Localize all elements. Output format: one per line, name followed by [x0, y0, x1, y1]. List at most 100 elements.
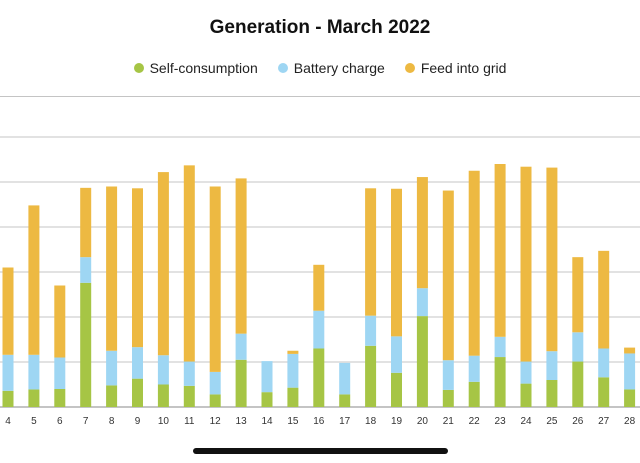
bar-segment-self-consumption[interactable]: [80, 282, 92, 407]
legend-item-self-consumption: Self-consumption: [133, 60, 258, 76]
bar-segment-battery-charge[interactable]: [598, 348, 610, 378]
bar-segment-self-consumption[interactable]: [339, 394, 351, 407]
bar-segment-self-consumption[interactable]: [442, 389, 454, 407]
bar-segment-feed-into-grid[interactable]: [365, 188, 377, 316]
bar-segment-self-consumption[interactable]: [261, 392, 273, 407]
bar-segment-feed-into-grid[interactable]: [80, 187, 92, 258]
bar-segment-self-consumption[interactable]: [287, 387, 299, 407]
bar-segment-battery-charge[interactable]: [442, 360, 454, 390]
bar-segment-feed-into-grid[interactable]: [209, 186, 221, 372]
bar-segment-battery-charge[interactable]: [157, 355, 169, 385]
bar-segment-battery-charge[interactable]: [132, 347, 143, 379]
x-tick-label: 8: [109, 416, 115, 427]
bar-segment-feed-into-grid[interactable]: [28, 205, 40, 355]
chart-legend: Self-consumption Battery charge Feed int…: [0, 60, 640, 76]
x-tick-label: 5: [31, 416, 37, 427]
bar-segment-battery-charge[interactable]: [624, 353, 636, 390]
bar-segment-feed-into-grid[interactable]: [494, 164, 506, 337]
x-tick-label: 21: [443, 416, 455, 427]
bar-segment-self-consumption[interactable]: [183, 385, 195, 407]
bar-segment-self-consumption[interactable]: [209, 394, 221, 407]
bar-segment-self-consumption[interactable]: [313, 348, 325, 408]
x-tick-label: 11: [184, 416, 195, 427]
bar-segment-self-consumption[interactable]: [157, 384, 169, 408]
bar-segment-battery-charge[interactable]: [80, 257, 92, 283]
bar-segment-self-consumption[interactable]: [416, 316, 428, 407]
legend-label-self-consumption: Self-consumption: [149, 60, 258, 76]
bar-segment-self-consumption[interactable]: [520, 383, 532, 407]
x-tick-label: 27: [598, 416, 610, 427]
bar-segment-battery-charge[interactable]: [313, 310, 325, 349]
bar-segment-battery-charge[interactable]: [416, 288, 428, 317]
chart-title: Generation - March 2022: [209, 17, 431, 38]
bar-segment-self-consumption[interactable]: [132, 378, 143, 407]
x-tick-label: 18: [365, 416, 377, 427]
bar-segment-self-consumption[interactable]: [598, 377, 610, 407]
bar-segment-battery-charge[interactable]: [235, 333, 247, 360]
bar-segment-feed-into-grid[interactable]: [598, 250, 610, 349]
bar-segment-battery-charge[interactable]: [183, 361, 195, 386]
bar-segment-feed-into-grid[interactable]: [468, 170, 480, 356]
bar-segment-feed-into-grid[interactable]: [572, 257, 584, 333]
bar-segment-battery-charge[interactable]: [54, 357, 66, 390]
x-tick-label: 7: [83, 416, 89, 427]
bar-segment-feed-into-grid[interactable]: [313, 264, 325, 311]
bar-segment-feed-into-grid[interactable]: [132, 188, 143, 348]
bar-segment-battery-charge[interactable]: [287, 353, 299, 388]
bar-segment-battery-charge[interactable]: [2, 354, 14, 391]
x-tick-label: 9: [135, 416, 141, 427]
legend-label-battery-charge: Battery charge: [293, 60, 385, 76]
bar-segment-self-consumption[interactable]: [54, 389, 66, 407]
bar-segment-feed-into-grid[interactable]: [416, 177, 428, 289]
bar-segment-self-consumption[interactable]: [494, 357, 506, 407]
home-indicator[interactable]: [193, 448, 448, 454]
bar-segment-feed-into-grid[interactable]: [2, 267, 14, 355]
bar-segment-feed-into-grid[interactable]: [106, 186, 118, 351]
bar-segment-battery-charge[interactable]: [261, 361, 273, 393]
bar-segment-battery-charge[interactable]: [520, 361, 532, 384]
bar-segment-battery-charge[interactable]: [468, 355, 480, 382]
x-tick-label: 23: [495, 416, 507, 427]
bar-segment-self-consumption[interactable]: [468, 381, 480, 407]
bar-segment-battery-charge[interactable]: [339, 362, 351, 395]
legend-swatch-self-consumption: [133, 63, 144, 73]
bar-segment-feed-into-grid[interactable]: [157, 172, 169, 356]
bar-segment-self-consumption[interactable]: [391, 372, 402, 407]
bar-segment-self-consumption[interactable]: [546, 380, 558, 407]
bar-segment-feed-into-grid[interactable]: [520, 166, 532, 362]
x-tick-label: 10: [158, 416, 170, 427]
bar-segment-feed-into-grid[interactable]: [235, 178, 247, 334]
bar-segment-battery-charge[interactable]: [365, 315, 377, 346]
bar-segment-self-consumption[interactable]: [365, 345, 377, 407]
bar-segment-feed-into-grid[interactable]: [183, 165, 195, 362]
bar-segment-feed-into-grid[interactable]: [442, 190, 454, 361]
bar-segment-feed-into-grid[interactable]: [287, 350, 299, 354]
bar-segment-feed-into-grid[interactable]: [391, 188, 402, 337]
x-tick-label: 26: [572, 416, 584, 427]
bar-segment-feed-into-grid[interactable]: [624, 347, 636, 354]
bar-segment-self-consumption[interactable]: [235, 359, 247, 407]
bar-segment-self-consumption[interactable]: [28, 389, 40, 407]
bar-segment-self-consumption[interactable]: [106, 385, 118, 407]
bar-segment-battery-charge[interactable]: [106, 350, 118, 386]
bar-segment-battery-charge[interactable]: [209, 371, 221, 395]
x-tick-label: 24: [520, 416, 532, 427]
bar-segment-self-consumption[interactable]: [572, 361, 584, 407]
x-tick-label: 16: [313, 416, 325, 427]
bar-segment-self-consumption[interactable]: [2, 390, 14, 407]
legend-swatch-feed-into-grid: [404, 63, 415, 73]
bar-segment-battery-charge[interactable]: [572, 332, 584, 362]
x-tick-label: 15: [287, 416, 299, 427]
legend-item-battery-charge: Battery charge: [277, 60, 385, 76]
x-tick-label: 25: [546, 416, 558, 427]
bar-segment-feed-into-grid[interactable]: [54, 285, 66, 358]
bar-segment-battery-charge[interactable]: [28, 354, 40, 390]
bar-segment-battery-charge[interactable]: [391, 336, 402, 373]
x-tick-label: 22: [469, 416, 481, 427]
bar-segment-self-consumption[interactable]: [624, 389, 636, 407]
bar-segment-feed-into-grid[interactable]: [546, 167, 558, 352]
bar-segment-battery-charge[interactable]: [494, 336, 506, 358]
x-tick-label: 12: [210, 416, 222, 427]
bar-segment-battery-charge[interactable]: [546, 351, 558, 380]
legend-item-feed-into-grid: Feed into grid: [404, 60, 506, 76]
